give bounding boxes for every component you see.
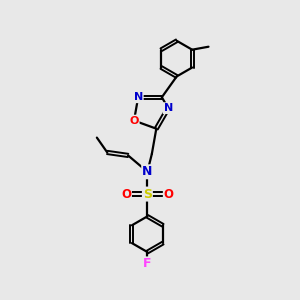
Text: N: N xyxy=(142,165,153,178)
Text: N: N xyxy=(134,92,143,102)
Text: O: O xyxy=(129,116,139,126)
Text: S: S xyxy=(143,188,152,201)
Text: O: O xyxy=(164,188,174,201)
Text: O: O xyxy=(121,188,131,201)
Text: F: F xyxy=(143,257,152,270)
Text: N: N xyxy=(164,103,173,113)
